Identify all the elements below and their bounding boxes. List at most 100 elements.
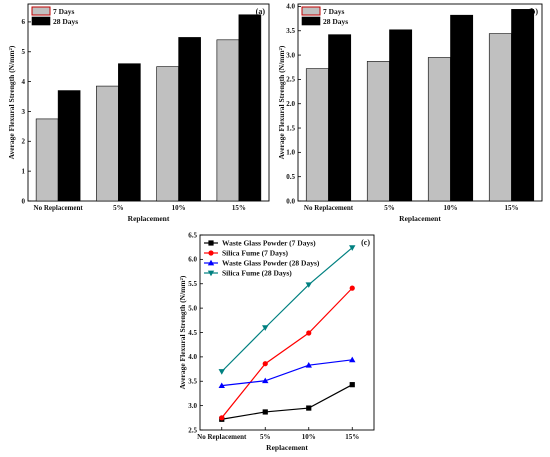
x-axis-label: Replacement	[128, 214, 170, 223]
series-2-point	[262, 377, 269, 384]
bar-28days	[178, 37, 201, 202]
legend-swatch	[301, 16, 321, 26]
series-line-0	[221, 384, 353, 420]
legend-swatch	[31, 6, 51, 16]
x-tick-label: 5%	[113, 204, 124, 212]
y-axis-label: Average Flexural Strength (N/mm²)	[178, 275, 187, 389]
plot-frame	[27, 3, 270, 202]
bar-7days	[156, 66, 179, 202]
panel-label: (c)	[361, 238, 370, 247]
y-tick-label: 0.0	[286, 197, 295, 205]
series-line-2	[221, 359, 353, 387]
x-tick-label: 15%	[232, 204, 246, 212]
y-tick-label: 5	[22, 48, 26, 56]
legend-swatch	[31, 16, 51, 26]
y-tick-label: 4.5	[188, 329, 197, 337]
series-3-point	[349, 245, 356, 251]
y-tick-label: 2.5	[188, 426, 197, 434]
y-tick-label: 3.0	[188, 402, 197, 410]
x-tick-label: No Replacement	[304, 204, 354, 212]
legend-label: Silica Fume (7 Days)	[222, 249, 289, 258]
x-tick-label: 5%	[384, 204, 395, 212]
y-tick-label: 4	[22, 78, 26, 86]
legend-label: 28 Days	[323, 17, 348, 26]
legend-marker	[208, 250, 214, 256]
panel-label: (a)	[256, 7, 266, 16]
y-tick-label: 2	[22, 138, 26, 146]
series-line-3	[221, 247, 353, 372]
x-tick-label: 15%	[345, 433, 359, 441]
series-3-point	[262, 325, 269, 331]
y-tick-label: 6	[22, 18, 26, 26]
series-line-1	[221, 287, 353, 419]
bar-28days	[118, 63, 141, 202]
series-2-point	[218, 382, 225, 389]
x-axis-label: Replacement	[266, 443, 308, 452]
series-0-point	[306, 405, 312, 411]
y-tick-label: 5.5	[188, 280, 197, 288]
bar-28days	[389, 29, 413, 202]
legend-label: Waste Glass Powder (7 Days)	[222, 239, 316, 248]
series-1-point	[349, 285, 355, 291]
y-tick-label: 2.5	[286, 76, 295, 84]
y-tick-label: 0	[22, 197, 26, 205]
x-tick-label: No Replacement	[34, 204, 84, 212]
bar-7days	[96, 85, 119, 202]
bar-28days	[511, 9, 535, 202]
y-tick-label: 4.0	[286, 3, 295, 11]
series-0-point	[349, 382, 355, 388]
y-tick-label: 1.0	[286, 149, 295, 157]
series-0-point	[262, 409, 268, 415]
bar-28days	[57, 90, 81, 202]
y-tick-label: 4.0	[188, 353, 197, 361]
legend-marker	[207, 259, 215, 266]
y-tick-label: 0.5	[286, 173, 295, 181]
y-axis-label: Average Flexural Strength (N/mm²)	[7, 45, 16, 159]
legend-label: Silica Fume (28 Days)	[222, 269, 292, 278]
bar-7days	[216, 39, 240, 202]
bar-28days	[450, 14, 474, 202]
y-tick-label: 1	[22, 167, 26, 175]
y-tick-label: 1.5	[286, 124, 295, 132]
bar-28days	[328, 34, 352, 202]
bar-28days	[238, 14, 262, 202]
y-tick-label: 5.0	[188, 304, 197, 312]
x-tick-label: 15%	[505, 204, 519, 212]
y-tick-label: 6.5	[188, 231, 197, 239]
legend-label: 28 Days	[53, 17, 78, 26]
plot-frame	[297, 3, 543, 202]
legend-label: Waste Glass Powder (28 Days)	[222, 259, 320, 268]
x-tick-label: No Replacement	[197, 433, 247, 441]
series-3-point	[305, 282, 312, 288]
x-tick-label: 10%	[172, 204, 186, 212]
bar-7days	[488, 33, 512, 202]
series-2-point	[305, 361, 312, 368]
legend-marker	[207, 270, 215, 277]
y-tick-label: 2.0	[286, 100, 295, 108]
bar-7days	[35, 118, 59, 202]
x-tick-label: 5%	[260, 433, 271, 441]
bar-7days	[305, 68, 329, 202]
legend-label: 7 Days	[323, 7, 345, 16]
x-axis-label: Replacement	[399, 214, 441, 223]
y-tick-label: 3.5	[286, 27, 295, 35]
bar-7days	[427, 57, 451, 202]
series-1-point	[306, 330, 312, 336]
series-1-point	[262, 361, 268, 367]
series-3-point	[218, 369, 225, 375]
y-tick-label: 3.0	[286, 51, 295, 59]
legend-swatch	[301, 6, 321, 16]
x-tick-label: 10%	[444, 204, 458, 212]
chart-2-axes: 2.5 3.0 3.5 4.0 4.5 5.0 5.5 6.0 6.5 No Replacemen…	[178, 231, 375, 452]
series-1-point	[219, 415, 225, 421]
legend-label: 7 Days	[53, 7, 75, 16]
y-tick-label: 6.0	[188, 256, 197, 264]
y-tick-label: 3.5	[188, 378, 197, 386]
legend-marker	[208, 240, 214, 246]
series-2-point	[349, 356, 356, 363]
x-tick-label: 10%	[302, 433, 316, 441]
y-tick-label: 3	[22, 108, 26, 116]
y-axis-label: Average Flexural Strength (N/mm²)	[277, 45, 286, 159]
